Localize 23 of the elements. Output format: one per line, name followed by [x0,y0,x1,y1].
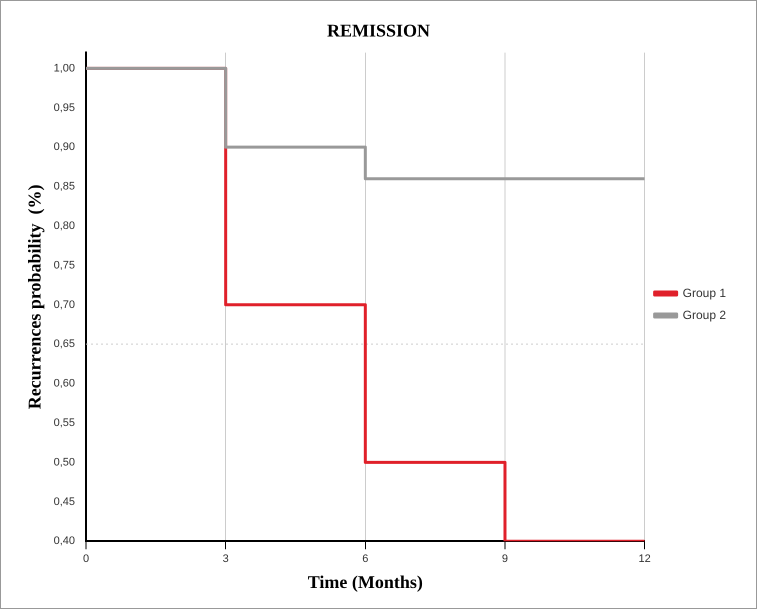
y-tick-label: 1,00 [54,62,76,74]
y-tick-label: 0,75 [54,259,76,272]
x-tick-label: 0 [82,552,90,565]
y-tick-label: 0,50 [54,456,76,468]
y-tick-label: 0,65 [54,338,76,350]
y-tick-label: 0,95 [54,102,76,114]
y-tick-label: 0,40 [54,535,76,548]
y-tick-label: 0,70 [54,298,76,311]
y-tick-label: 0,55 [54,417,76,430]
legend-label: Group 1 [682,286,726,300]
x-tick-label: 3 [222,552,229,565]
x-tick-label: 12 [638,552,651,565]
legend-label: Group 2 [682,308,726,322]
x-tick-label: 9 [502,552,508,565]
x-axis-title: Time (Months) [308,572,423,592]
y-tick-label: 0,60 [54,378,76,390]
y-tick-label: 0,80 [54,220,76,232]
y-axis-title: Recurrences probability (%) [24,184,44,410]
y-tick-label: 0,85 [54,180,76,193]
x-tick-label: 6 [362,552,368,565]
y-tick-label: 0,90 [54,141,76,154]
y-tick-label: 0,45 [54,496,76,508]
chart-title: REMISSION [326,20,430,40]
